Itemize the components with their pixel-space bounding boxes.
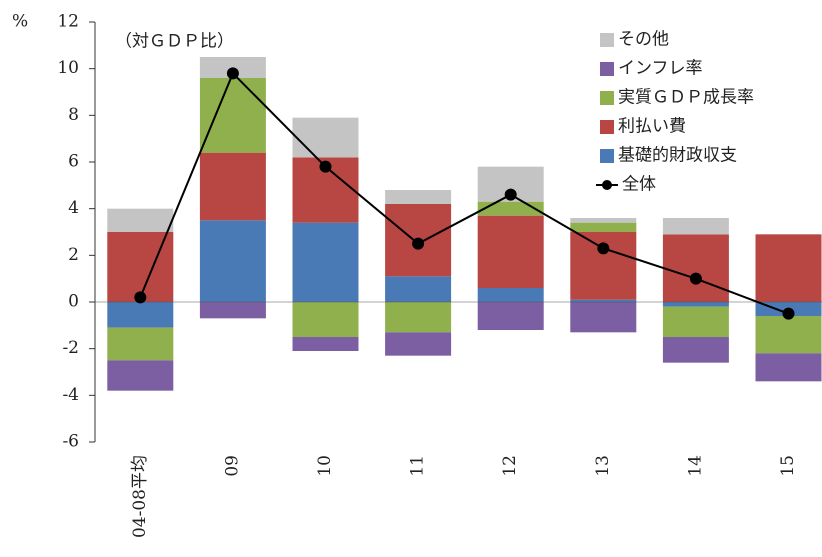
bar-segment [755, 316, 822, 354]
y-tick-label: 0 [68, 292, 79, 312]
bar-segment [755, 234, 822, 302]
legend-swatch [600, 149, 614, 163]
bar-segment [662, 302, 729, 307]
total-marker [319, 160, 332, 173]
bar-segment [755, 353, 822, 382]
total-marker [597, 242, 610, 255]
legend-swatch [600, 62, 614, 76]
bar-segment [477, 288, 544, 302]
legend-label: その他 [618, 30, 669, 50]
bar-segment [570, 222, 637, 232]
x-tick-label: 09 [222, 455, 242, 477]
bar-segment [292, 117, 359, 158]
legend-swatch [600, 91, 614, 105]
bar-segment [107, 327, 174, 361]
legend-label: 基礎的財政収支 [618, 146, 737, 166]
bar-segment [570, 299, 637, 302]
x-tick-label: 15 [778, 455, 798, 477]
y-tick-label: -4 [62, 385, 79, 405]
y-tick-label: -2 [62, 338, 79, 358]
x-tick-label: 04-08平均 [130, 455, 150, 538]
bar-segment [385, 276, 452, 302]
legend-label: インフレ率 [618, 59, 703, 79]
bar-segment [570, 218, 637, 223]
bar-segment [199, 78, 266, 153]
bar-segment [570, 232, 637, 300]
bar-segment [385, 302, 452, 333]
legend-marker [602, 180, 612, 190]
bar-segment [662, 306, 729, 337]
bar-segment [385, 190, 452, 204]
bar-segment [292, 337, 359, 351]
x-tick-label: 13 [593, 455, 613, 477]
y-tick-label: 2 [68, 245, 79, 265]
legend-label: 全体 [622, 175, 656, 195]
total-marker [504, 188, 517, 201]
bar-segment [107, 302, 174, 328]
bar-segment [662, 337, 729, 363]
y-tick-label: 12 [57, 12, 79, 32]
y-tick-label: 10 [57, 58, 79, 78]
y-tick-label: 4 [68, 198, 79, 218]
total-marker [412, 237, 425, 250]
y-tick-label: -6 [62, 432, 79, 452]
bar-segment [570, 302, 637, 333]
bar-segment [385, 332, 452, 356]
bar-segment [199, 220, 266, 302]
x-tick-label: 11 [408, 455, 428, 477]
y-tick-label: 8 [68, 105, 79, 125]
y-tick-label: 6 [68, 152, 79, 172]
x-tick-label: 12 [500, 455, 520, 477]
total-line [139, 71, 789, 315]
legend-swatch [600, 120, 614, 134]
legend-label: 利払い費 [618, 117, 686, 137]
bar-segment [199, 152, 266, 221]
bar-segment [292, 222, 359, 302]
bar-segment [107, 208, 174, 232]
bar-segment [477, 215, 544, 288]
bar-segment [107, 360, 174, 391]
bar-segment [477, 302, 544, 330]
total-marker [226, 67, 239, 80]
total-marker [782, 307, 795, 320]
x-tick-label: 10 [315, 455, 335, 477]
x-tick-label: 14 [685, 455, 705, 477]
bar-segment [662, 218, 729, 235]
annotation: （対ＧＤＰ比） [115, 32, 234, 52]
legend-swatch [600, 33, 614, 47]
bar-segment [662, 234, 729, 302]
y-axis-label: % [12, 12, 28, 32]
total-marker [689, 272, 702, 285]
legend-label: 実質ＧＤＰ成長率 [618, 88, 754, 108]
bar-segment [199, 302, 266, 319]
total-marker [134, 291, 147, 304]
bar-segment [292, 302, 359, 337]
